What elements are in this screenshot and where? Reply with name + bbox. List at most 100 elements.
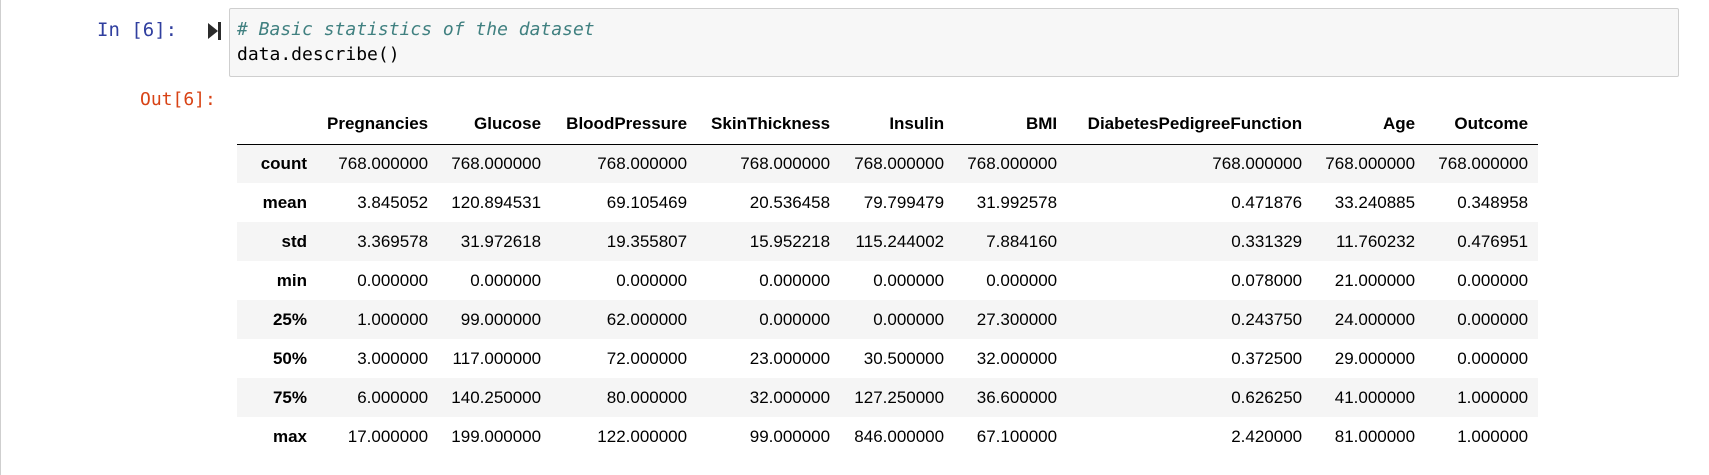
code-comment: # Basic statistics of the dataset — [237, 19, 595, 40]
table-cell: 69.105469 — [606, 192, 688, 212]
table-cell: 72.000000 — [606, 348, 688, 368]
table-cell: 23.000000 — [749, 348, 831, 368]
table-cell: 768.000000 — [451, 153, 542, 173]
table-cell: 1.000000 — [1457, 387, 1529, 407]
table-cell: 1.000000 — [1457, 426, 1529, 446]
table-cell: 768.000000 — [597, 153, 688, 173]
table-header-row: Pregnancies Glucose BloodPressure SkinTh… — [237, 105, 1539, 145]
column-header: Outcome — [1425, 105, 1539, 145]
table-cell: 0.078000 — [1231, 270, 1303, 290]
table-cell: 0.243750 — [1231, 309, 1303, 329]
table-cell: 30.500000 — [863, 348, 945, 368]
table-cell: 0.000000 — [470, 270, 542, 290]
table-cell: 32.000000 — [976, 348, 1058, 368]
table-cell: 768.000000 — [967, 153, 1058, 173]
table-cell: 768.000000 — [338, 153, 429, 173]
table-cell: 0.000000 — [1457, 309, 1529, 329]
table-row: 75% 6.000000 140.250000 80.000000 32.000… — [237, 378, 1539, 417]
row-label: max — [272, 426, 307, 446]
table-cell: 0.000000 — [873, 309, 945, 329]
table-cell: 3.369578 — [357, 231, 429, 251]
table-cell: 0.000000 — [1457, 348, 1529, 368]
table-cell: 0.331329 — [1231, 231, 1303, 251]
table-cell: 17.000000 — [347, 426, 429, 446]
table-cell: 768.000000 — [740, 153, 831, 173]
table-row: min 0.000000 0.000000 0.000000 0.000000 … — [237, 261, 1538, 300]
table-cell: 0.000000 — [1457, 270, 1529, 290]
table-cell: 3.000000 — [357, 348, 429, 368]
table-cell: 0.372500 — [1231, 348, 1303, 368]
table-cell: 0.000000 — [616, 270, 688, 290]
table-cell: 846.000000 — [854, 426, 945, 446]
row-label: min — [276, 270, 307, 290]
table-cell: 0.471876 — [1231, 192, 1303, 212]
column-header: SkinThickness — [697, 105, 841, 145]
row-label: count — [260, 153, 307, 173]
table-cell: 0.000000 — [873, 270, 945, 290]
table-cell: 140.250000 — [451, 387, 542, 407]
input-prompt: In [6]: — [97, 19, 178, 41]
table-cell: 120.894531 — [451, 192, 542, 212]
table-cell: 27.300000 — [976, 309, 1058, 329]
table-cell: 32.000000 — [749, 387, 831, 407]
table-cell: 768.000000 — [1325, 153, 1416, 173]
table-cell: 36.600000 — [976, 387, 1058, 407]
table-cell: 768.000000 — [1438, 153, 1529, 173]
row-label: 25% — [272, 309, 307, 329]
code-statement: data.describe() — [237, 44, 400, 65]
table-cell: 80.000000 — [606, 387, 688, 407]
row-label: std — [281, 231, 308, 251]
table-cell: 0.000000 — [759, 270, 831, 290]
table-cell: 0.000000 — [759, 309, 831, 329]
table-cell: 81.000000 — [1334, 426, 1416, 446]
table-cell: 33.240885 — [1334, 192, 1416, 212]
table-cell: 122.000000 — [597, 426, 688, 446]
column-header: Insulin — [840, 105, 955, 145]
table-cell: 1.000000 — [357, 309, 429, 329]
table-cell: 79.799479 — [863, 192, 945, 212]
code-input-area[interactable]: # Basic statistics of the dataset data.d… — [229, 8, 1679, 77]
row-label: mean — [262, 192, 307, 212]
notebook-left-border — [0, 0, 1, 475]
column-header: DiabetesPedigreeFunction — [1067, 105, 1313, 145]
table-cell: 199.000000 — [451, 426, 542, 446]
table-row: std 3.369578 31.972618 19.355807 15.9522… — [237, 222, 1539, 261]
table-cell: 768.000000 — [1212, 153, 1303, 173]
table-cell: 7.884160 — [986, 231, 1058, 251]
table-cell: 127.250000 — [854, 387, 945, 407]
table-cell: 67.100000 — [976, 426, 1058, 446]
table-row: max 17.000000 199.000000 122.000000 99.0… — [237, 417, 1538, 456]
table-cell: 2.420000 — [1231, 426, 1303, 446]
column-header: BMI — [954, 105, 1068, 145]
index-header — [237, 105, 317, 145]
table-cell: 41.000000 — [1334, 387, 1416, 407]
table-row: 50% 3.000000 117.000000 72.000000 23.000… — [237, 339, 1538, 378]
column-header: Glucose — [438, 105, 552, 145]
table-cell: 117.000000 — [452, 348, 542, 368]
column-header: BloodPressure — [551, 105, 698, 145]
table-cell: 31.992578 — [976, 192, 1058, 212]
table-cell: 15.952218 — [749, 231, 831, 251]
output-prompt: Out[6]: — [140, 89, 216, 110]
table-row: count 768.000000 768.000000 768.000000 7… — [237, 144, 1539, 183]
table-cell: 29.000000 — [1334, 348, 1416, 368]
table-cell: 19.355807 — [606, 231, 688, 251]
table-cell: 31.972618 — [460, 231, 542, 251]
table-cell: 0.626250 — [1231, 387, 1303, 407]
describe-output-table: Pregnancies Glucose BloodPressure SkinTh… — [237, 105, 1539, 456]
table-cell: 6.000000 — [357, 387, 429, 407]
table-row: 25% 1.000000 99.000000 62.000000 0.00000… — [237, 300, 1539, 339]
table-cell: 11.760232 — [1336, 231, 1416, 251]
table-cell: 0.000000 — [357, 270, 429, 290]
table-cell: 99.000000 — [460, 309, 542, 329]
table-cell: 768.000000 — [854, 153, 945, 173]
table-cell: 0.348958 — [1457, 192, 1529, 212]
row-label: 75% — [272, 387, 307, 407]
table-cell: 62.000000 — [606, 309, 688, 329]
table-cell: 0.476951 — [1457, 231, 1529, 251]
table-cell: 0.000000 — [986, 270, 1058, 290]
column-header: Pregnancies — [317, 105, 439, 145]
column-header: Age — [1312, 105, 1426, 145]
run-cell-icon[interactable] — [207, 21, 222, 41]
table-cell: 24.000000 — [1334, 309, 1416, 329]
